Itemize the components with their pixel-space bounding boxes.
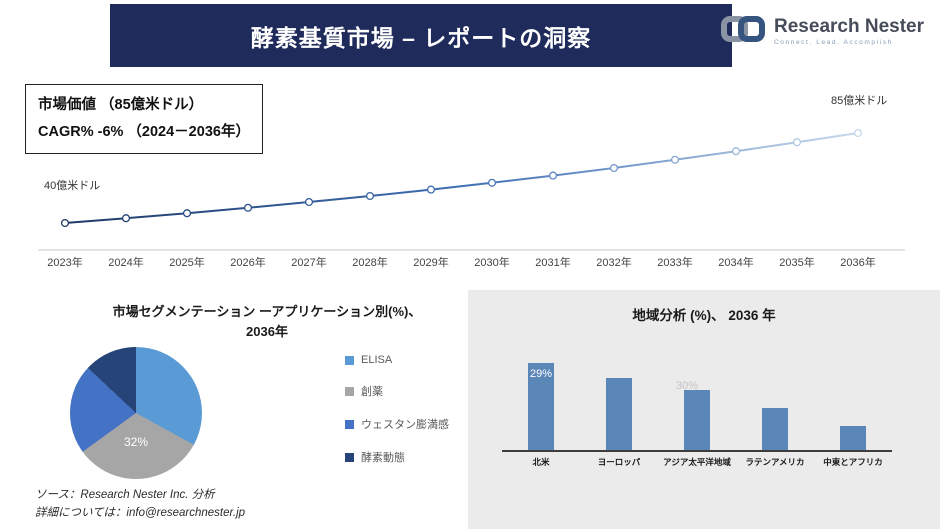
legend-item: 創薬 xyxy=(345,383,449,399)
line-marker xyxy=(487,178,497,187)
bar-chart-title: 地域分析 (%)、 2036 年 xyxy=(632,308,776,323)
line-end-value-label: 85億米ドル xyxy=(831,95,888,107)
line-marker xyxy=(548,171,558,180)
line-marker xyxy=(426,185,436,194)
x-tick-label: 2034年 xyxy=(718,255,753,269)
x-tick-label: 2029年 xyxy=(413,255,448,269)
market-value-box: 市場価値 （85億米ドル） CAGR% -6% （2024－2036年） xyxy=(25,84,263,154)
footer: ソース：Research Nester Inc. 分析 詳細については：info… xyxy=(35,486,245,523)
line-marker xyxy=(365,191,375,201)
bar xyxy=(684,390,710,450)
legend-label: ウェスタン膨満感 xyxy=(361,419,449,431)
x-tick-label: 2028年 xyxy=(352,255,387,269)
bar xyxy=(840,426,866,450)
bar-category-row: 北米 ヨーロッパ アジア太平洋地域 ラテンアメリカ 中東とアフリカ xyxy=(502,456,892,468)
bar xyxy=(606,378,632,450)
regional-analysis-panel: 地域分析 (%)、 2036 年 29% 北米 ヨーロッパ アジア太平洋地域 ラテンア… xyxy=(468,290,940,529)
contact-note: 詳細については：info@researchnester.jp xyxy=(35,507,246,520)
line-marker xyxy=(792,138,802,147)
segmentation-pie-chart: 32% xyxy=(70,347,202,479)
logo-text: Research Nester Connect. Lead. Accomplis… xyxy=(774,15,924,47)
line-marker xyxy=(243,203,253,212)
x-tick-label: 2030年 xyxy=(474,255,509,269)
pie-slice-value-label: 32% xyxy=(124,435,149,449)
market-value-line-chart: 2023年 2024年 2025年 2026年 2027年 2028年 2029年 2030年… xyxy=(38,128,905,269)
market-value-text: 市場価値 （85億米ドル） xyxy=(38,97,204,113)
pie-legend: ELISA 創薬ウェスタン膨満感 酵素動態 xyxy=(345,354,449,465)
x-tick-label: 2032年 xyxy=(596,255,631,269)
bar xyxy=(762,408,788,450)
line-marker xyxy=(670,155,680,164)
header-bar: 酵素基質市場 – レポートの洞察 xyxy=(110,4,732,67)
bar-category-label: 中東とアフリカ xyxy=(823,457,883,467)
line-series xyxy=(64,132,859,224)
legend-swatch-icon xyxy=(345,452,354,462)
legend-swatch-icon xyxy=(345,355,354,365)
x-tick-label: 2031年 xyxy=(535,255,570,269)
line-marker xyxy=(121,214,131,223)
bar-category-label: ヨーロッパ xyxy=(597,457,641,467)
line-marker xyxy=(731,147,741,156)
x-tick-label: 2033年 xyxy=(657,255,692,269)
legend-item: ウェスタン膨満感 xyxy=(345,416,449,432)
bar-value-label: 29% xyxy=(529,368,553,380)
bar-floating-value-label: 30% xyxy=(676,380,699,392)
regional-bar-chart: 29% xyxy=(502,330,892,452)
x-tick-label: 2024年 xyxy=(108,255,143,269)
line-start-value-label: 40億米ドル xyxy=(44,180,101,192)
chain-link-logo-icon xyxy=(721,12,767,51)
x-tick-label: 2035年 xyxy=(779,255,814,269)
cagr-text: CAGR% -6% （2024－2036年） xyxy=(38,123,250,140)
bar-category-label: アジア太平洋地域 xyxy=(663,457,731,467)
bar: 29% xyxy=(528,363,554,450)
legend-swatch-icon xyxy=(345,386,354,396)
x-tick-label: 2023年 xyxy=(47,255,82,269)
line-marker xyxy=(304,197,314,207)
legend-item: ELISA xyxy=(345,354,449,366)
page-title: 酵素基質市場 – レポートの洞察 xyxy=(250,24,592,51)
brand-logo: Research Nester Connect. Lead. Accomplis… xyxy=(721,12,924,51)
bar-category-label: ラテンアメリカ xyxy=(745,457,805,467)
line-marker xyxy=(182,209,192,218)
x-tick-label: 2027年 xyxy=(291,255,326,269)
bar-category-label: 北米 xyxy=(532,457,550,467)
line-marker xyxy=(853,128,863,138)
line-marker xyxy=(609,163,619,173)
line-marker xyxy=(60,218,70,228)
legend-label: 創薬 xyxy=(361,386,383,398)
pie-chart-title: 市場セグメンテーション ーアプリケーション別(%)、 2036年 xyxy=(112,304,422,339)
legend-label: 酵素動態 xyxy=(361,452,405,464)
logo-brand-name: Research Nester xyxy=(774,15,924,37)
x-tick-label: 2036年 xyxy=(840,255,875,269)
logo-tagline: Connect. Lead. Accomplish xyxy=(774,39,893,47)
legend-item: 酵素動態 xyxy=(345,449,449,465)
source-note: ソース：Research Nester Inc. 分析 xyxy=(35,489,215,501)
x-tick-label: 2026年 xyxy=(230,255,265,269)
legend-label: ELISA xyxy=(361,354,393,366)
legend-swatch-icon xyxy=(345,419,354,429)
x-tick-label: 2025年 xyxy=(169,255,204,269)
